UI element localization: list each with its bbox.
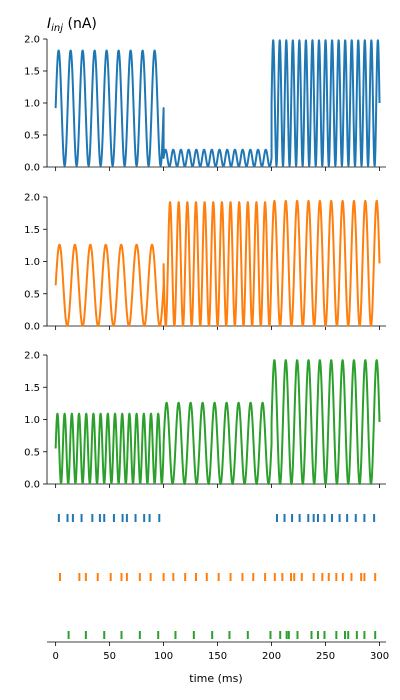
x-axis-label: time (ms): [189, 672, 242, 685]
y-tick-label: 0.5: [24, 131, 40, 142]
x-tick-label: 50: [103, 651, 116, 662]
x-axis: 0 50 100 150 200 250 300: [47, 641, 389, 662]
y-tick-label: 1.0: [24, 415, 40, 426]
x-tick-label: 300: [370, 651, 389, 662]
y-tick-label: 1.5: [24, 67, 40, 78]
y-tick-label: 0.5: [24, 447, 40, 458]
current-panels: 0.0 0.5 1.0 1.5 2.0 0.0 0.5 1.0 1.5 2.0 0.0 0.5 1.0 1…: [24, 35, 386, 491]
current-trace: [54, 39, 381, 168]
y-tick-label: 2.0: [24, 193, 40, 204]
x-tick-label: 150: [208, 651, 227, 662]
x-tick-label: 250: [316, 651, 335, 662]
current-trace: [54, 359, 381, 485]
y-tick-label: 0.0: [24, 480, 40, 491]
x-tick-label: 200: [262, 651, 281, 662]
y-tick-label: 2.0: [24, 35, 40, 46]
chart-title: Iinj (nA): [47, 16, 97, 34]
spike-train: [58, 573, 377, 581]
y-tick-label: 2.0: [24, 351, 40, 362]
title-sub: inj: [51, 23, 63, 34]
current-trace: [54, 199, 381, 327]
y-tick-label: 1.0: [24, 99, 40, 110]
y-tick-label: 0.0: [24, 322, 40, 333]
y-tick-label: 1.0: [24, 257, 40, 268]
title-main: I: [47, 16, 51, 32]
spike-train: [67, 631, 377, 639]
x-tick-label: 100: [154, 651, 173, 662]
y-tick-label: 0.5: [24, 289, 40, 300]
y-tick-label: 1.5: [24, 383, 40, 394]
current-panel: 0.0 0.5 1.0 1.5 2.0: [24, 35, 386, 174]
title-unit: (nA): [63, 16, 97, 32]
spike-train: [57, 514, 376, 522]
current-panel: 0.0 0.5 1.0 1.5 2.0: [24, 351, 386, 491]
x-tick-label: 0: [52, 651, 58, 662]
y-tick-label: 0.0: [24, 163, 40, 174]
y-tick-label: 1.5: [24, 225, 40, 236]
current-panel: 0.0 0.5 1.0 1.5 2.0: [24, 193, 386, 333]
spike-raster: [57, 514, 377, 639]
